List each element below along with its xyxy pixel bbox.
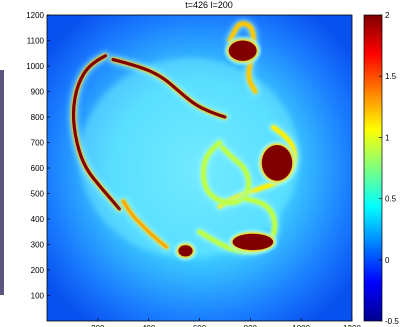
y-tick-label: 100 [31, 292, 45, 301]
blob-top-lobe [224, 36, 261, 65]
inner-region [79, 57, 300, 258]
colorbar-tick-label: -0.5 [385, 317, 399, 326]
y-tick-label: 1000 [26, 62, 44, 71]
filament-inner-arc [108, 55, 230, 122]
blob-bottom-lobe [228, 229, 278, 255]
y-tick-label: 200 [31, 266, 45, 275]
y-axis: 100 200 300 400 500 600 700 800 900 1000 1100 1200 [26, 11, 50, 301]
y-tick-label: 700 [31, 139, 45, 148]
y-tick-label: 300 [31, 241, 45, 250]
x-tick-label: 600 [193, 324, 207, 327]
colorbar-gradient [363, 14, 383, 322]
filament-lower-left-arc [118, 196, 171, 252]
y-tick-label: 1200 [26, 11, 44, 20]
y-tick-label: 600 [31, 164, 45, 173]
y-tick-label: 500 [31, 190, 45, 199]
colorbar-tick-label: 0.5 [385, 195, 397, 204]
y-tick-label: 400 [31, 215, 45, 224]
blob-small-lobe [174, 241, 197, 261]
y-tick-label: 1100 [27, 37, 45, 46]
plot-area [46, 14, 353, 322]
x-tick-label: 200 [91, 324, 105, 327]
colorbar-tick-label: 1.5 [385, 72, 397, 81]
blob-right-lobe [257, 141, 297, 185]
filament-upper-left-arc [69, 51, 124, 214]
chart-title: t=426 l=200 [185, 0, 233, 10]
x-tick-label: 400 [142, 324, 156, 327]
x-tick-label: 1200 [343, 324, 361, 327]
x-tick-label: 1000 [292, 324, 310, 327]
window-edge-strip [0, 70, 4, 295]
x-tick-label: 800 [244, 324, 258, 327]
x-axis: 200 400 600 800 1000 1200 [91, 318, 361, 327]
colorbar-tick-label: 0 [385, 256, 390, 265]
colorbar-tick-label: 1 [385, 133, 390, 142]
y-tick-label: 900 [31, 88, 45, 97]
filament-top-hook [225, 19, 260, 96]
colorbar-tick-label: 2 [385, 11, 390, 20]
colorbar: -0.5 0 0.5 1 1.5 2 [363, 11, 399, 326]
y-tick-label: 800 [31, 113, 45, 122]
filament-center-loop [198, 138, 254, 208]
